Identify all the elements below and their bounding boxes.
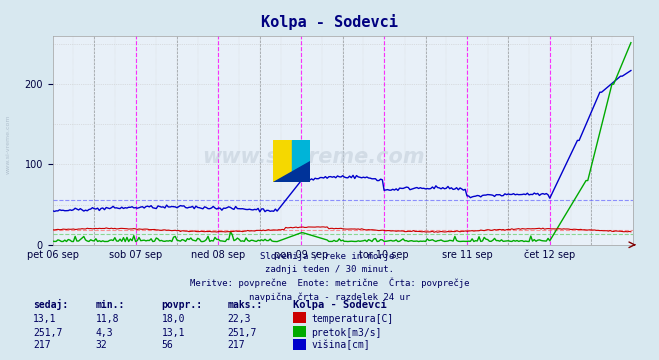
Text: 251,7: 251,7 [33,328,63,338]
Text: 22,3: 22,3 [227,314,251,324]
Text: maks.:: maks.: [227,300,262,310]
Text: Slovenija / reke in morje.
zadnji teden / 30 minut.
Meritve: povprečne  Enote: m: Slovenija / reke in morje. zadnji teden … [190,252,469,302]
Text: Kolpa - Sodevci: Kolpa - Sodevci [293,300,387,310]
Text: 32: 32 [96,341,107,351]
Text: www.si-vreme.com: www.si-vreme.com [5,114,11,174]
Text: 217: 217 [227,341,245,351]
Text: sedaj:: sedaj: [33,299,68,310]
Text: 56: 56 [161,341,173,351]
Text: temperatura[C]: temperatura[C] [311,314,393,324]
Text: www.si-vreme.com: www.si-vreme.com [202,147,425,167]
Polygon shape [273,161,310,182]
Text: višina[cm]: višina[cm] [311,340,370,351]
Text: 11,8: 11,8 [96,314,119,324]
Text: 251,7: 251,7 [227,328,257,338]
Bar [291,140,310,182]
Text: min.:: min.: [96,300,125,310]
Text: pretok[m3/s]: pretok[m3/s] [311,328,382,338]
Text: povpr.:: povpr.: [161,300,202,310]
Text: 18,0: 18,0 [161,314,185,324]
Bar [273,140,291,182]
Text: Kolpa - Sodevci: Kolpa - Sodevci [261,14,398,30]
Text: 13,1: 13,1 [33,314,57,324]
Text: 13,1: 13,1 [161,328,185,338]
Text: 217: 217 [33,341,51,351]
Text: 4,3: 4,3 [96,328,113,338]
